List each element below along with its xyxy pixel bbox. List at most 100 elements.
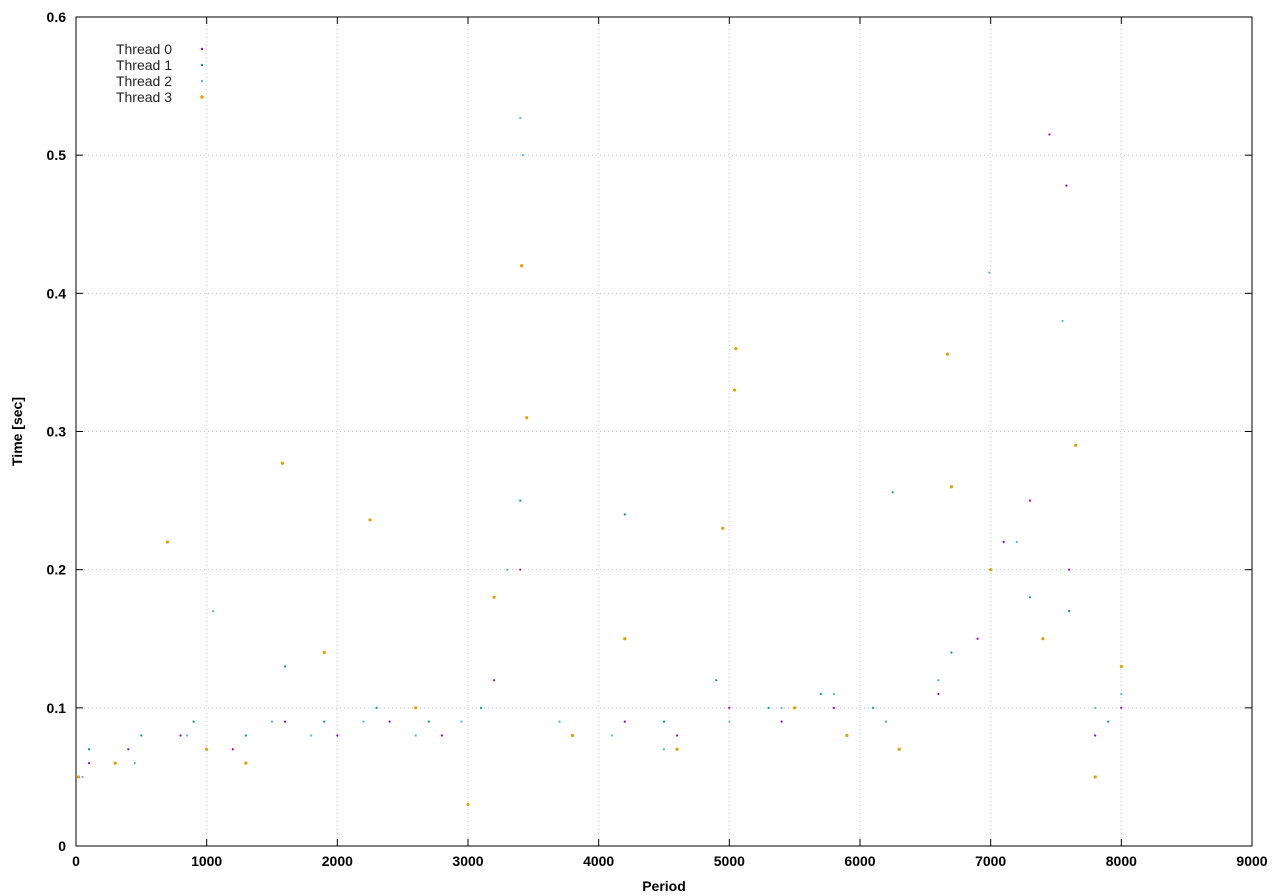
data-point (885, 720, 888, 723)
data-point (780, 706, 783, 709)
data-point (1061, 319, 1064, 323)
data-point (721, 526, 725, 530)
data-points (77, 116, 1123, 807)
data-point (832, 692, 835, 696)
data-point (519, 499, 522, 502)
series-thread-0 (87, 133, 1123, 765)
data-point (519, 568, 522, 571)
data-point (460, 720, 463, 723)
x-tick-label: 3000 (452, 853, 483, 869)
data-point (937, 692, 940, 696)
data-point (728, 720, 731, 723)
data-point (1015, 540, 1018, 544)
data-point (375, 706, 378, 709)
y-tick-label: 0.2 (47, 562, 67, 578)
data-point (832, 706, 835, 709)
grid-lines (76, 17, 1252, 846)
data-point (1119, 664, 1123, 668)
x-tick-label: 2000 (322, 853, 353, 869)
series-thread-3 (77, 264, 1123, 807)
data-point (519, 116, 522, 119)
legend-marker (200, 95, 204, 99)
data-point (1067, 610, 1071, 613)
legend-marker (200, 79, 204, 83)
data-point (728, 706, 731, 709)
data-point (506, 568, 509, 571)
data-point (1048, 133, 1051, 136)
data-point (1028, 596, 1031, 599)
data-point (479, 706, 483, 709)
data-point (793, 706, 797, 710)
legend-label: Thread 0 (116, 41, 172, 57)
data-point (192, 720, 195, 723)
x-tick-label: 0 (72, 853, 80, 869)
data-point (127, 748, 130, 751)
data-point (1094, 734, 1097, 737)
data-point (492, 595, 496, 599)
data-point (77, 775, 81, 779)
data-point (734, 347, 738, 351)
data-point (845, 733, 849, 738)
data-point (623, 513, 626, 516)
data-point (362, 720, 365, 723)
data-point (283, 665, 287, 668)
x-tick-label: 1000 (191, 853, 222, 869)
data-point (1107, 720, 1110, 723)
data-point (945, 352, 950, 356)
data-point (1120, 692, 1123, 696)
data-point (466, 802, 470, 807)
data-point (1041, 637, 1045, 641)
data-point (212, 610, 215, 613)
y-tick-label: 0.5 (47, 147, 67, 163)
y-tick-label: 0.3 (47, 424, 67, 440)
data-point (87, 748, 91, 751)
data-point (493, 679, 496, 682)
data-point (662, 748, 666, 751)
data-point (322, 650, 326, 655)
series-thread-1 (87, 491, 1123, 751)
data-point (1120, 706, 1123, 709)
data-point (715, 679, 718, 682)
y-tick-label: 0.1 (47, 700, 67, 716)
data-point (427, 720, 430, 723)
data-point (525, 416, 529, 420)
data-point (767, 706, 770, 709)
data-point (558, 720, 561, 723)
data-point (1094, 706, 1097, 709)
data-point (819, 692, 822, 696)
data-point (179, 734, 182, 737)
data-point (336, 734, 339, 737)
data-point (988, 271, 991, 274)
data-point (185, 734, 189, 737)
data-point (414, 706, 418, 710)
data-point (1065, 184, 1068, 187)
x-tick-label: 9000 (1236, 853, 1267, 869)
data-point (521, 154, 524, 157)
x-tick-label: 7000 (975, 853, 1006, 869)
data-point (205, 747, 209, 751)
data-point (414, 734, 417, 737)
x-tick-label: 8000 (1106, 853, 1137, 869)
data-point (623, 720, 626, 723)
data-point (610, 734, 613, 737)
data-point (675, 747, 679, 751)
data-point (1028, 499, 1031, 502)
legend-label: Thread 2 (116, 73, 172, 89)
data-point (871, 706, 875, 709)
data-point (950, 651, 953, 654)
data-point (270, 720, 274, 723)
data-point (732, 388, 737, 392)
data-point (368, 518, 372, 522)
data-point (1002, 540, 1005, 544)
y-tick-label: 0.4 (47, 285, 67, 301)
x-tick-label: 5000 (714, 853, 745, 869)
x-tick-label: 4000 (583, 853, 614, 869)
data-point (231, 748, 234, 751)
data-point (623, 637, 627, 641)
axis-ticks: 0 0.1 0.2 0.3 0.4 0.5 0.6 0 1000 2000 3000 4000 5000… (47, 9, 1268, 869)
data-point (937, 679, 940, 682)
data-point (388, 720, 391, 723)
data-point (140, 734, 143, 737)
